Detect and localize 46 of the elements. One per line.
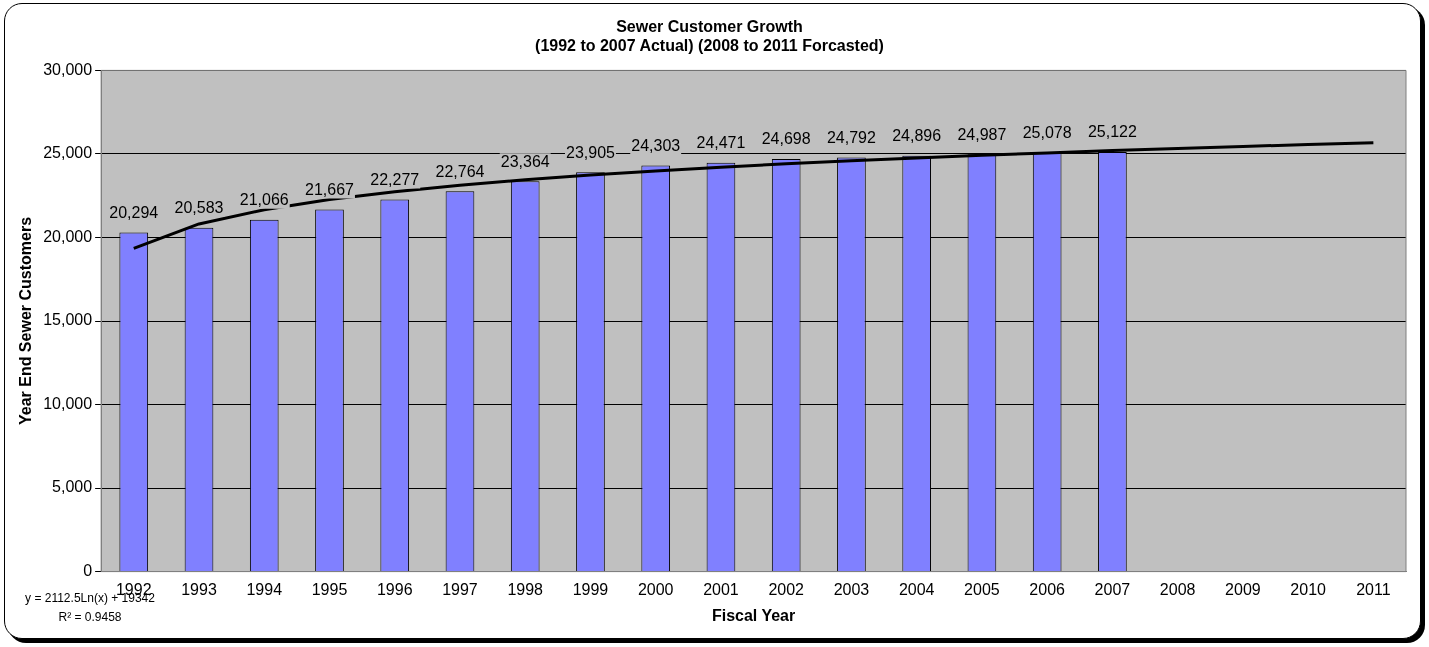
x-tick-label: 1997	[442, 580, 478, 598]
data-label: 24,896	[892, 127, 942, 145]
x-tick-label: 1998	[507, 580, 544, 598]
x-axis-title: Fiscal Year	[711, 606, 796, 624]
data-label: 20,294	[109, 203, 159, 221]
data-label: 24,698	[761, 130, 811, 148]
x-tick-label: 2005	[964, 580, 1000, 598]
x-tick-label: 1996	[376, 580, 413, 598]
data-label: 22,277	[370, 170, 420, 188]
x-tick-label: 2000	[637, 580, 674, 598]
data-label: 24,987	[957, 125, 1007, 143]
data-label: 21,066	[239, 191, 289, 209]
data-label: 23,364	[500, 152, 550, 170]
data-label: 24,792	[826, 128, 876, 146]
chart-title: Sewer Customer Growth (1992 to 2007 Actual) (2008 to 2011 Forcasted)	[535, 18, 884, 55]
text: R² = 0.9458	[58, 610, 122, 624]
data-label: 22,764	[435, 162, 485, 180]
x-tick-label: 2011	[1356, 580, 1391, 598]
data-label: 25,078	[1022, 124, 1072, 142]
x-tick-label: 1999	[572, 580, 609, 598]
x-tick-label: 2010	[1290, 580, 1327, 598]
x-tick-label: 2003	[833, 580, 870, 598]
y-tick-label: 25,000	[43, 144, 93, 162]
data-label: 25,122	[1087, 123, 1137, 141]
data-label: 20,583	[174, 199, 224, 217]
data-label: 24,303	[631, 136, 681, 154]
x-tick-label: 2004	[898, 580, 935, 598]
y-tick-label: 15,000	[43, 311, 93, 329]
x-tick-label: 1995	[311, 580, 348, 598]
x-tick-label: 2008	[1159, 580, 1196, 598]
y-tick-label: 0	[83, 562, 93, 580]
x-tick-label: 1993	[181, 580, 217, 598]
y-tick-label: 10,000	[43, 394, 93, 412]
data-label: 23,905	[565, 143, 616, 161]
x-tick-label: 2002	[768, 580, 805, 598]
x-tick-label: 2001	[703, 580, 739, 598]
x-tick-label: 2006	[1029, 580, 1066, 598]
x-tick-label: 2009	[1225, 580, 1261, 598]
data-label: 24,471	[696, 134, 746, 152]
y-tick-label: 30,000	[43, 60, 93, 78]
y-axis-title: Year End Sewer Customers	[17, 216, 35, 426]
x-tick-label: 2007	[1094, 580, 1131, 598]
data-label: 21,667	[305, 181, 355, 199]
y-tick-label: 5,000	[52, 478, 93, 496]
x-tick-label: 1994	[246, 580, 283, 598]
y-tick-label: 20,000	[43, 227, 93, 245]
